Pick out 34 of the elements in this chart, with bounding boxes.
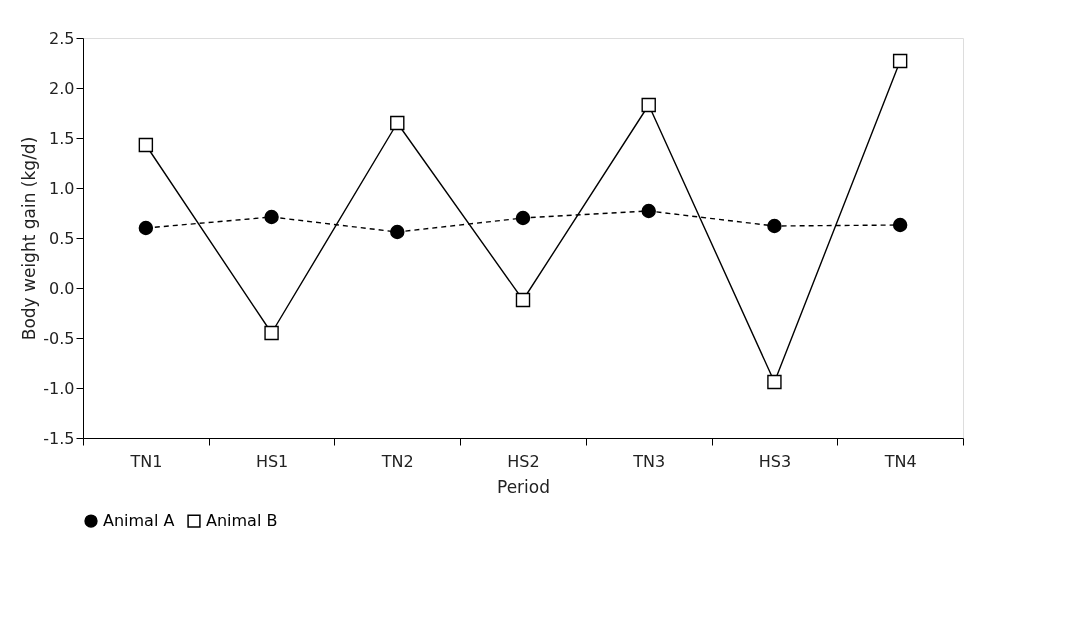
y-tick-label: -0.5	[43, 328, 75, 348]
x-tick-label: TN3	[632, 451, 666, 471]
point	[515, 292, 531, 308]
x-tick-label: HS2	[507, 451, 540, 471]
point	[264, 325, 279, 341]
point	[892, 53, 908, 69]
point	[138, 220, 154, 236]
x-tick-label: TN1	[129, 451, 163, 471]
y-axis-title: Body weight gain (kg/d)	[19, 136, 40, 341]
point	[892, 217, 908, 233]
y-tick-label: -1.0	[43, 378, 75, 398]
point	[264, 209, 279, 225]
y-tick-label: 0.0	[49, 278, 75, 298]
point	[641, 97, 656, 113]
legend-label: Animal B	[206, 511, 278, 531]
y-tick-label: 1.0	[49, 178, 75, 198]
x-tick-label: HS1	[255, 451, 289, 471]
y-tick-label: 2.5	[49, 28, 75, 48]
x-tick-label: TN2	[380, 451, 414, 471]
x-tick-label: HS3	[758, 451, 792, 471]
y-tick-label: 1.5	[49, 128, 75, 148]
y-tick-label: -1.5	[43, 428, 75, 448]
point	[767, 374, 782, 390]
x-axis-title: Period	[496, 476, 551, 497]
point	[390, 224, 405, 240]
x-tick-label: TN4	[883, 451, 917, 471]
legend-label: Animal A	[103, 511, 175, 531]
point	[390, 115, 405, 131]
point	[641, 203, 656, 219]
y-tick-label: 0.5	[49, 228, 75, 248]
point	[515, 210, 531, 226]
y-tick-label: 2.0	[49, 78, 75, 98]
point	[767, 218, 782, 234]
point	[138, 137, 154, 153]
